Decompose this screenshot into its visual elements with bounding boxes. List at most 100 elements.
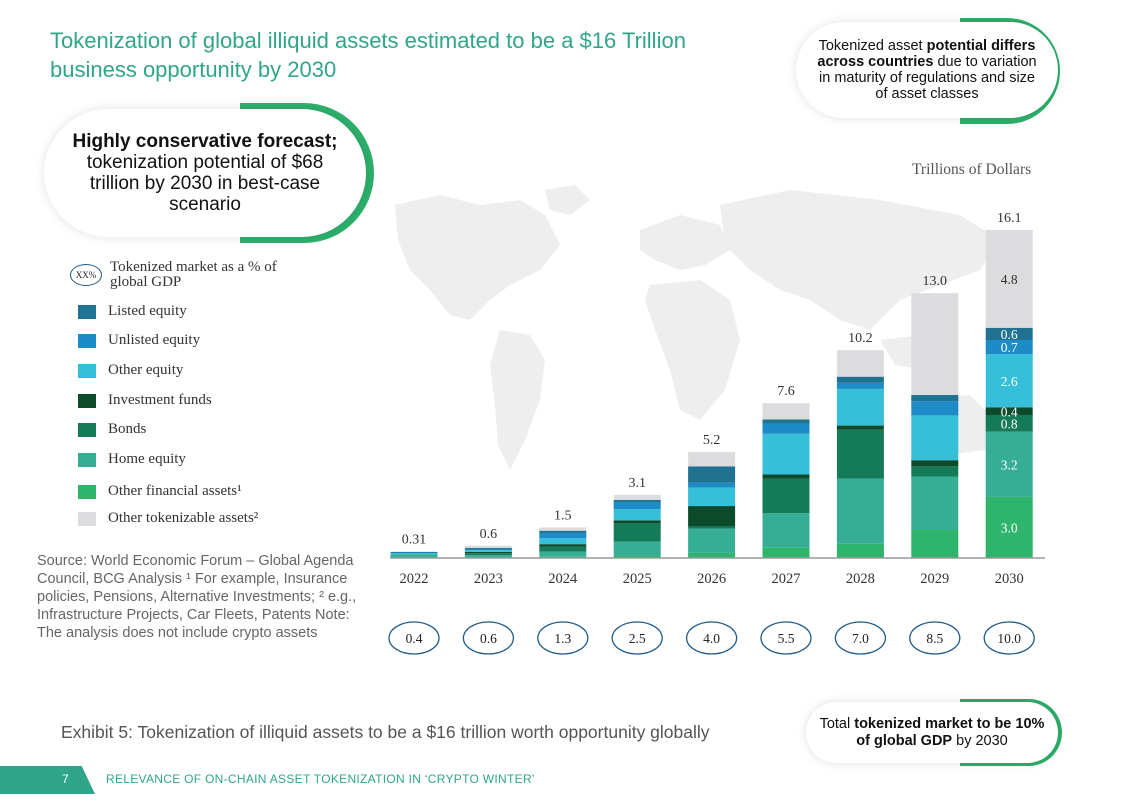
gdp-share-badge (388, 621, 440, 655)
bar-segment-2025-1 (613, 541, 661, 556)
gdp-share-label: 8.5 (926, 631, 943, 646)
legend-item: Other financial assets¹ (70, 483, 242, 500)
exhibit-caption: Exhibit 5: Tokenization of illiquid asse… (61, 722, 710, 742)
gdp-share-label: 0.4 (406, 631, 423, 646)
legend-item: Bonds (70, 421, 146, 438)
bar-segment-2030-3 (985, 407, 1033, 416)
bar-segment-2028-6 (836, 376, 884, 383)
bar-segment-2029-6 (911, 395, 959, 402)
legend-gdp-entry: XX% Tokenized market as a % of global GD… (70, 260, 300, 290)
bar-total-label: 0.31 (402, 533, 427, 548)
bar-segment-2025-0 (613, 555, 661, 558)
bar-segment-2026-3 (688, 506, 736, 527)
legend-swatch (78, 511, 96, 526)
gdp-share-badge (685, 621, 738, 655)
bar-segment-2027-6 (762, 419, 810, 424)
segment-value-label: 2.6 (1001, 374, 1018, 389)
bar-segment-2029-0 (911, 529, 959, 558)
bar-segment-2030-6 (985, 327, 1033, 341)
bar-segment-2027-2 (762, 478, 810, 514)
bar-segment-2028-5 (836, 382, 884, 389)
bar-segment-2030-4 (985, 354, 1033, 408)
legend-item: Other tokenizable assets² (70, 510, 258, 527)
gdp-badge: XX% (70, 264, 102, 286)
segment-value-label: 0.6 (1001, 327, 1018, 342)
bar-segment-2028-3 (836, 425, 884, 430)
bar-total-label: 3.1 (628, 476, 646, 491)
legend-swatch (78, 304, 96, 319)
bar-segment-2028-2 (836, 429, 884, 479)
bar-total-label: 13.0 (923, 274, 948, 289)
legend-item: Investment funds (70, 392, 212, 409)
bar-segment-2022-5 (390, 552, 438, 554)
legend-swatch (78, 422, 96, 437)
bar-total-label: 1.5 (554, 508, 572, 523)
bar-total-label: 7.6 (777, 384, 795, 399)
bar-segment-2030-2 (985, 415, 1033, 432)
legend-swatch (78, 333, 96, 348)
stacked-bar-chart: 0.31 2022 0.4 0.6 2023 0.6 1.5 2024 1.3 3.1 2025 2.… (388, 185, 1045, 655)
segment-value-label: 3.2 (1001, 457, 1018, 472)
bar-segment-2026-1 (688, 528, 736, 553)
bar-segment-2025-5 (613, 501, 661, 510)
bar-segment-2027-3 (762, 474, 810, 479)
gdp-share-badge (537, 621, 589, 655)
x-tick-label: 2022 (400, 571, 429, 587)
gdp-share-label: 10.0 (997, 631, 1021, 646)
bar-segment-2024-7 (539, 527, 587, 531)
bar-segment-2023-5 (464, 549, 512, 551)
x-tick-label: 2023 (474, 571, 503, 587)
x-tick-label: 2027 (772, 571, 801, 587)
bar-segment-2029-4 (911, 415, 959, 461)
segment-value-label: 0.8 (1001, 417, 1018, 432)
world-map-background (395, 185, 1000, 470)
gdp-share-label: 7.0 (852, 631, 869, 646)
gdp-share-badge (462, 621, 515, 655)
bar-segment-2025-6 (613, 499, 661, 502)
legend-swatch (78, 452, 96, 467)
bar-total-label: 16.1 (997, 211, 1022, 226)
gdp-share-label: 5.5 (778, 631, 795, 646)
bar-segment-2022-6 (390, 551, 438, 553)
bar-total-label: 5.2 (703, 433, 721, 448)
bar-segment-2030-1 (985, 431, 1033, 497)
footer-title: RELEVANCE OF ON-CHAIN ASSET TOKENIZATION… (106, 772, 535, 786)
bar-segment-2030-5 (985, 340, 1033, 355)
bar-segment-2023-7 (464, 545, 512, 549)
bar-segment-2028-0 (836, 543, 884, 558)
legend-item: Home equity (70, 451, 186, 468)
bar-segment-2026-6 (688, 466, 736, 483)
legend-item: Other equity (70, 362, 183, 379)
bar-segment-2023-1 (464, 555, 512, 558)
bar-segment-2024-6 (539, 530, 587, 533)
legend-item: Listed equity (70, 303, 187, 320)
bar-segment-2027-1 (762, 513, 810, 548)
bar-segment-2023-4 (464, 550, 512, 552)
bar-segment-2029-1 (911, 476, 959, 530)
bar-segment-2029-2 (911, 466, 959, 477)
x-tick-label: 2029 (920, 571, 949, 587)
bar-segment-2029-7 (911, 293, 959, 396)
x-tick-label: 2030 (995, 571, 1024, 587)
segment-value-label: 3.0 (1001, 520, 1018, 535)
bar-segment-2029-5 (911, 401, 959, 416)
gdp-share-badge (909, 621, 961, 655)
gdp-share-badge (611, 621, 663, 655)
bar-segment-2028-4 (836, 388, 884, 426)
gdp-share-label: 1.3 (554, 631, 571, 646)
bar-segment-2022-1 (390, 554, 438, 558)
bar-segment-2024-2 (539, 546, 587, 552)
source-note: Source: World Economic Forum – Global Ag… (37, 553, 357, 641)
page-title: Tokenization of global illiquid assets e… (50, 28, 686, 82)
bar-segment-2026-0 (688, 552, 736, 558)
x-tick-label: 2025 (623, 571, 652, 587)
bar-segment-2024-1 (539, 551, 587, 557)
bar-segment-2030-7 (985, 230, 1033, 328)
bar-segment-2028-1 (836, 478, 884, 544)
bar-segment-2025-7 (613, 494, 661, 500)
bar-segment-2025-3 (613, 520, 661, 524)
bar-segment-2026-4 (688, 487, 736, 507)
bar-segment-2027-7 (762, 403, 810, 420)
bar-segment-2023-3 (464, 551, 512, 554)
bar-segment-2026-2 (688, 526, 736, 529)
